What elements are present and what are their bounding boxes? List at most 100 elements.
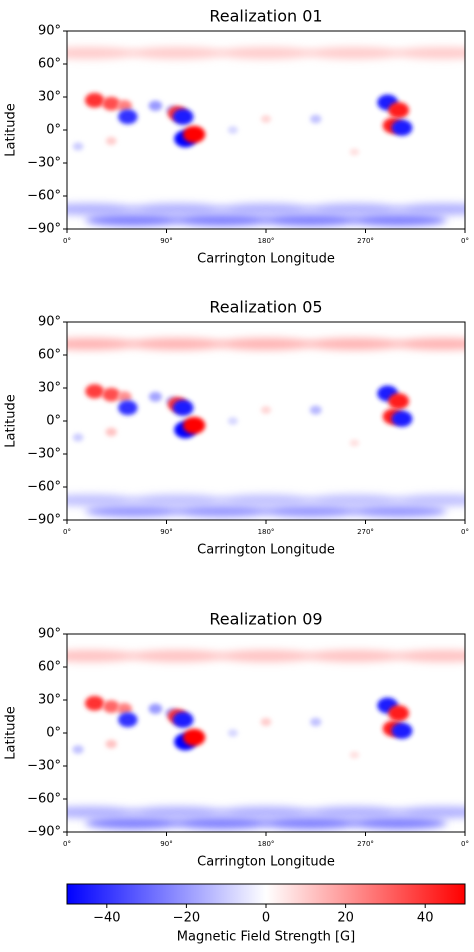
field-patch <box>118 109 138 125</box>
field-patch <box>67 806 138 819</box>
field-patch <box>85 214 182 227</box>
field-patch <box>72 745 84 754</box>
field-patch <box>85 817 182 830</box>
x-axis-label: Carrington Longitude <box>197 855 335 870</box>
y-tick-label: 30° <box>38 90 61 105</box>
field-patch <box>218 806 314 819</box>
field-patch <box>172 711 194 728</box>
colorbar-tick-label: −40 <box>93 911 120 926</box>
heatmap <box>67 338 465 518</box>
x-tick-label: 270° <box>357 840 374 848</box>
field-patch <box>306 338 403 350</box>
x-tick-label: 0° <box>461 237 469 245</box>
field-patch <box>306 203 403 216</box>
y-axis-label: Latitude <box>4 706 19 760</box>
field-patch <box>394 47 465 59</box>
y-tick-label: −60° <box>27 189 61 204</box>
y-axis-label: Latitude <box>4 394 19 448</box>
field-patch <box>388 393 410 410</box>
y-tick-label: 30° <box>38 381 61 396</box>
field-patch <box>84 695 105 711</box>
field-patch <box>105 136 117 146</box>
x-tick-label: 90° <box>160 528 172 536</box>
field-patch <box>116 100 132 112</box>
y-tick-label: 30° <box>38 693 61 708</box>
y-tick-label: 0° <box>46 726 61 741</box>
field-patch <box>260 115 272 123</box>
y-tick-label: 90° <box>38 24 61 39</box>
y-tick-label: −90° <box>27 222 61 237</box>
field-patch <box>349 751 360 759</box>
chart-title: Realization 09 <box>209 610 322 629</box>
field-patch <box>306 806 403 819</box>
colorbar <box>66 883 466 905</box>
x-tick-label: 270° <box>357 528 374 536</box>
field-patch <box>218 494 314 507</box>
x-tick-label: 180° <box>258 237 275 245</box>
field-patch <box>391 410 413 427</box>
field-patch <box>148 391 162 402</box>
field-patch <box>105 739 117 749</box>
field-patch <box>262 817 359 830</box>
y-tick-label: 90° <box>38 627 61 642</box>
y-tick-label: −60° <box>27 792 61 807</box>
field-patch <box>260 717 272 727</box>
y-tick-label: 60° <box>38 57 61 72</box>
field-patch <box>218 650 314 662</box>
y-tick-label: −90° <box>27 825 61 840</box>
chart-title: Realization 01 <box>209 7 322 26</box>
field-patch <box>84 92 105 108</box>
x-tick-label: 180° <box>258 840 275 848</box>
field-patch <box>262 214 359 227</box>
field-patch <box>117 391 132 403</box>
field-patch <box>67 203 138 216</box>
field-patch <box>349 439 360 447</box>
y-tick-label: −60° <box>27 480 61 495</box>
field-patch <box>118 400 138 416</box>
field-patch <box>102 96 121 111</box>
field-patch <box>85 505 182 518</box>
colorbar-tick-label: 20 <box>337 911 354 926</box>
x-tick-label: 0° <box>63 840 71 848</box>
field-patch <box>72 142 84 151</box>
x-tick-label: 90° <box>160 840 172 848</box>
field-patch <box>306 650 403 662</box>
x-axis-label: Carrington Longitude <box>197 252 335 267</box>
colorbar-tick-label: 0 <box>262 911 270 926</box>
x-tick-label: 0° <box>63 528 71 536</box>
y-tick-label: −30° <box>27 447 61 462</box>
field-patch <box>173 214 270 227</box>
y-tick-label: 60° <box>38 348 61 363</box>
field-patch <box>102 700 120 713</box>
field-patch <box>148 703 163 715</box>
field-patch <box>183 125 206 143</box>
y-tick-label: 0° <box>46 414 61 429</box>
field-patch <box>310 717 322 727</box>
field-patch <box>118 712 138 728</box>
field-patch <box>105 427 117 437</box>
heatmap <box>67 47 465 227</box>
field-patch <box>67 47 138 59</box>
field-patch <box>173 817 270 830</box>
field-patch <box>350 817 447 830</box>
field-patch <box>173 505 270 518</box>
x-axis-label: Carrington Longitude <box>197 543 335 558</box>
field-patch <box>218 338 314 350</box>
colorbar-tick-label: 40 <box>417 911 434 926</box>
field-patch <box>306 494 403 507</box>
field-patch <box>129 494 226 507</box>
field-patch <box>388 705 410 722</box>
field-patch <box>67 494 138 507</box>
y-tick-label: −30° <box>27 759 61 774</box>
field-patch <box>310 114 322 124</box>
field-patch <box>218 203 314 216</box>
x-tick-label: 270° <box>357 237 374 245</box>
field-patch <box>394 494 465 507</box>
field-patch <box>227 417 238 425</box>
field-patch <box>227 126 238 134</box>
colorbar-tick-label: −20 <box>173 911 200 926</box>
field-patch <box>391 722 413 739</box>
field-patch <box>394 806 465 819</box>
field-patch <box>183 728 206 746</box>
